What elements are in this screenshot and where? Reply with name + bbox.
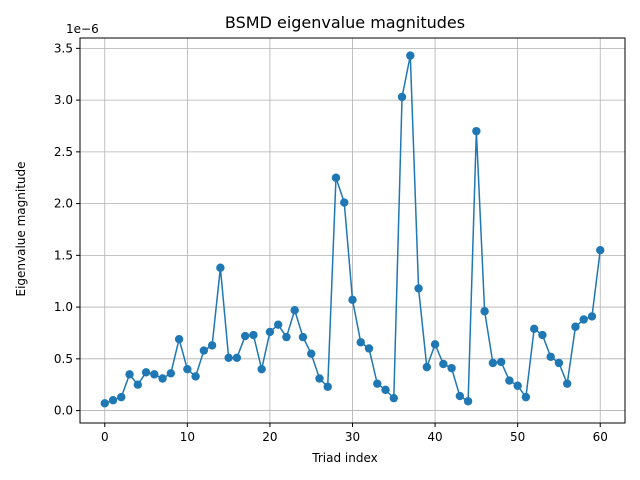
data-point (505, 376, 514, 385)
data-point (232, 353, 242, 362)
data-point (191, 372, 200, 381)
x-tick-label: 20 (262, 430, 277, 444)
data-point (381, 385, 390, 395)
data-point (240, 331, 250, 341)
data-point (480, 307, 489, 316)
data-point (315, 374, 324, 383)
y-tick-label: 3.0 (54, 93, 73, 107)
data-point (199, 346, 209, 355)
y-tick-label: 0.0 (54, 404, 73, 418)
data-point (488, 358, 498, 368)
data-point (307, 349, 316, 358)
data-point (596, 245, 605, 255)
data-point (439, 359, 448, 369)
x-tick-label: 50 (510, 430, 525, 444)
data-point (158, 374, 167, 383)
y-multiplier-label: 1e−6 (66, 22, 99, 36)
data-point (571, 322, 580, 331)
x-tick-label: 60 (593, 430, 608, 444)
data-point (273, 320, 283, 329)
data-point (463, 397, 473, 406)
y-tick-label: 0.5 (54, 352, 73, 366)
y-tick-label: 2.5 (54, 145, 73, 159)
data-point (257, 364, 266, 374)
data-point (529, 324, 539, 334)
data-point (364, 344, 374, 353)
y-tick-label: 2.0 (54, 197, 73, 211)
data-point (166, 369, 176, 378)
data-point (183, 364, 192, 374)
data-point (587, 312, 597, 321)
data-point (174, 334, 184, 344)
data-point (224, 353, 233, 362)
series (100, 51, 605, 408)
data-point (538, 330, 547, 340)
data-point (562, 379, 572, 388)
data-point (422, 362, 432, 372)
data-point (397, 92, 407, 102)
data-point (340, 198, 349, 207)
x-axis-label: Triad index (311, 451, 377, 465)
data-point (373, 379, 382, 388)
data-point (117, 392, 126, 402)
data-point (579, 315, 588, 324)
data-point (216, 263, 225, 272)
grid (80, 38, 625, 423)
x-tick-label: 10 (180, 430, 195, 444)
x-tick-label: 30 (345, 430, 360, 444)
data-point (150, 370, 159, 379)
data-point (108, 396, 118, 405)
x-tick-label: 40 (427, 430, 442, 444)
data-point (249, 330, 258, 340)
data-point (406, 51, 415, 60)
data-point (521, 392, 531, 402)
y-tick-label: 3.5 (54, 41, 73, 55)
y-axis-label: Eigenvalue magnitude (14, 161, 28, 296)
data-point (207, 341, 217, 350)
data-point (472, 126, 481, 136)
data-point (414, 284, 423, 293)
data-point (356, 338, 365, 347)
data-point (554, 358, 564, 368)
ticks: 0 10 20 30 40 50 60 0.0 0.5 1.0 1.5 2.0 2.5 3.0 3.5 (54, 41, 608, 444)
data-point (133, 380, 143, 389)
y-tick-label: 1.0 (54, 300, 73, 314)
data-point (455, 391, 465, 401)
x-tick-label: 0 (101, 430, 109, 444)
data-point (125, 370, 134, 379)
data-point (348, 295, 357, 305)
data-point (290, 305, 299, 315)
data-point (546, 352, 555, 361)
data-point (447, 363, 456, 373)
y-tick-label: 1.5 (54, 248, 73, 262)
data-point (282, 332, 291, 342)
data-point (100, 399, 109, 408)
data-point (323, 382, 332, 391)
data-point (496, 357, 506, 367)
data-point (331, 173, 341, 182)
data-point (430, 340, 440, 349)
data-point (141, 368, 151, 377)
data-point (513, 381, 522, 390)
data-point (389, 393, 398, 403)
chart-title: BSMD eigenvalue magnitudes (225, 13, 465, 32)
data-point (265, 327, 275, 337)
data-point (298, 332, 308, 342)
